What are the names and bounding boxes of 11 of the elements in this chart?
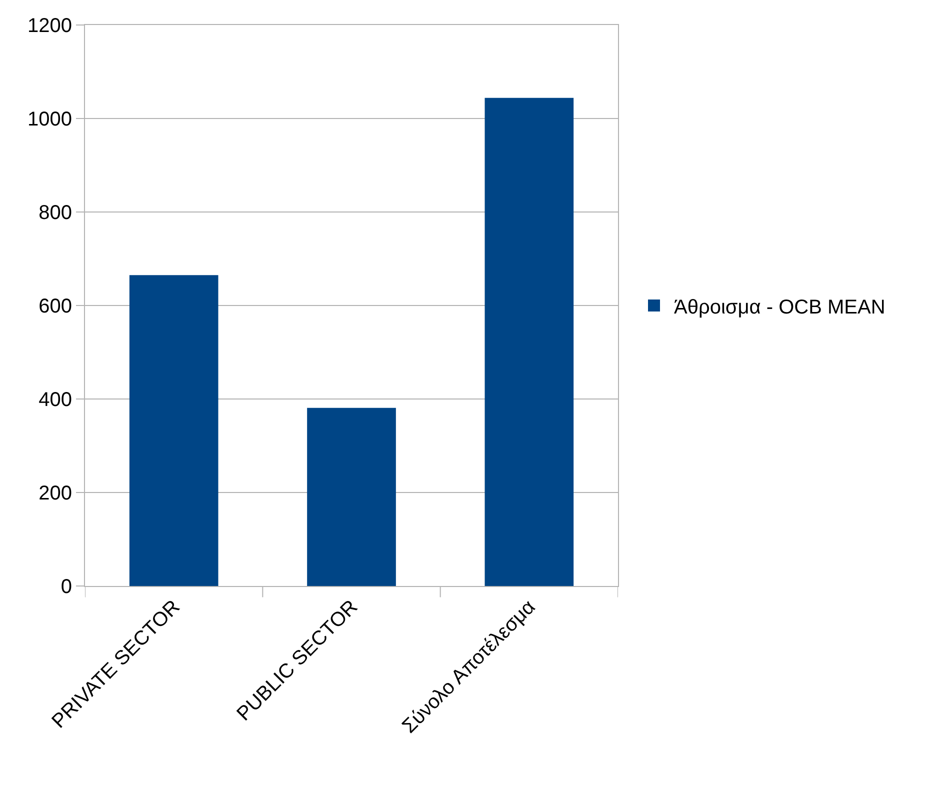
- y-tick-label: 600: [38, 296, 72, 318]
- bar: [129, 275, 218, 586]
- bar: [307, 408, 396, 586]
- y-tick-label: 1000: [28, 108, 72, 130]
- y-tick-label: 200: [38, 482, 72, 504]
- y-tick-label: 800: [38, 202, 72, 224]
- y-tick-label: 0: [60, 576, 72, 598]
- y-tick-label: 1200: [28, 15, 72, 37]
- bar: [484, 98, 574, 586]
- y-tick-label: 400: [38, 389, 72, 411]
- legend-label: Άθροισμα - OCB MEAN: [674, 296, 886, 318]
